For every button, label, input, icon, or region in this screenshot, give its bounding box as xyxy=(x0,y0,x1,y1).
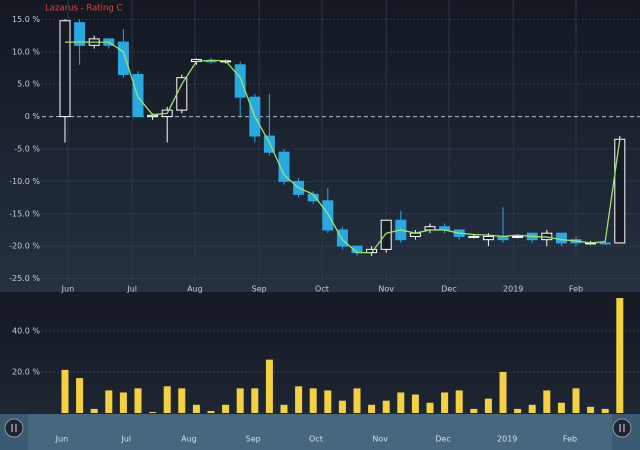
candle-body xyxy=(599,242,611,245)
volume-bar xyxy=(543,390,551,413)
volume-bar xyxy=(76,378,84,413)
volume-bar xyxy=(499,371,507,413)
navigator-label: Nov xyxy=(372,435,388,444)
volume-bar xyxy=(105,390,113,413)
candle-body xyxy=(380,219,392,250)
volume-bar xyxy=(397,392,405,413)
volume-bar xyxy=(295,386,303,413)
candle-body xyxy=(322,200,334,231)
volume-bar xyxy=(119,392,127,413)
x-tick-label: Sep xyxy=(252,285,267,294)
volume-bar xyxy=(514,408,522,413)
volume-bar xyxy=(426,402,434,413)
volume-bar xyxy=(616,298,624,413)
candle-body xyxy=(263,135,275,153)
volume-bar xyxy=(484,398,492,413)
navigator-label: Feb xyxy=(563,435,577,444)
y-tick-label: -15.0 % xyxy=(9,209,40,218)
volume-bar xyxy=(222,404,230,413)
chart-title: Lazarus - Rating C xyxy=(45,4,123,14)
y-tick-label: 10.0 % xyxy=(12,47,40,56)
moving-average-line xyxy=(65,41,621,254)
x-tick-label: Feb xyxy=(569,285,583,294)
volume-bar xyxy=(163,386,171,413)
volume-bar xyxy=(587,406,595,413)
candle-body xyxy=(278,151,290,182)
candle-body xyxy=(234,64,246,98)
volume-bar xyxy=(280,404,288,413)
candle-body xyxy=(117,41,129,75)
navigator-label: Oct xyxy=(309,435,323,444)
x-tick-label: Oct xyxy=(315,285,329,294)
navigator-handle-right[interactable] xyxy=(612,418,632,438)
x-tick-label: Jul xyxy=(126,285,137,294)
volume-bar xyxy=(178,388,186,413)
y-tick-label: 15.0 % xyxy=(12,15,40,24)
volume-bar xyxy=(207,410,215,413)
candle-body xyxy=(176,77,188,111)
x-tick-label: Aug xyxy=(187,285,203,294)
volume-bar xyxy=(601,408,609,413)
navigator-label: Dec xyxy=(435,435,450,444)
x-tick-label: Jun xyxy=(61,285,75,294)
candle-body xyxy=(74,22,86,46)
y-tick-label: -10.0 % xyxy=(9,177,40,186)
volume-bar xyxy=(528,404,536,413)
volume-bar xyxy=(90,408,98,413)
navigator-label: Sep xyxy=(246,435,261,444)
volume-bar xyxy=(309,388,317,413)
volume-bar xyxy=(192,404,200,413)
candle-body xyxy=(555,232,567,244)
volume-bar xyxy=(382,400,390,413)
x-tick-label: Nov xyxy=(378,285,394,294)
volume-bar xyxy=(265,359,273,413)
navigator-label: 2019 xyxy=(497,435,517,444)
navigator-label: Aug xyxy=(181,435,197,444)
volume-bar xyxy=(368,404,376,413)
volume-bar xyxy=(572,388,580,413)
volume-bar xyxy=(324,390,332,413)
volume-bar xyxy=(149,411,157,413)
y-tick-label: 5.0 % xyxy=(17,80,40,89)
volume-bar xyxy=(470,408,478,413)
volume-bar xyxy=(338,400,346,413)
volume-bar xyxy=(411,394,419,413)
volume-y-tick-label: 20.0 % xyxy=(12,367,40,376)
volume-bar xyxy=(134,388,142,413)
x-tick-label: Dec xyxy=(441,285,456,294)
y-tick-label: -20.0 % xyxy=(9,242,40,251)
y-tick-label: 0 % xyxy=(25,112,41,121)
navigator-label: Jun xyxy=(55,435,69,444)
navigator-handle-left[interactable] xyxy=(4,418,24,438)
volume-bar xyxy=(557,402,565,413)
volume-bar xyxy=(61,369,69,413)
candle-body xyxy=(147,114,159,118)
price-panel xyxy=(0,0,640,292)
y-tick-label: -5.0 % xyxy=(14,144,40,153)
volume-y-tick-label: 40.0 % xyxy=(12,326,40,335)
volume-bar xyxy=(236,388,244,413)
candle-body xyxy=(336,229,348,247)
y-tick-label: -25.0 % xyxy=(9,274,40,283)
candle-body xyxy=(59,20,71,118)
candle-body xyxy=(468,235,480,238)
navigator-window xyxy=(28,414,612,450)
volume-bar xyxy=(455,390,463,413)
candle-body xyxy=(512,235,524,238)
navigator-label: Jul xyxy=(120,435,131,444)
volume-bar xyxy=(251,388,259,413)
candle-body xyxy=(482,235,494,241)
candle-body xyxy=(614,138,626,244)
volume-bar xyxy=(441,392,449,413)
x-tick-label: 2019 xyxy=(503,285,523,294)
volume-bar xyxy=(353,388,361,413)
